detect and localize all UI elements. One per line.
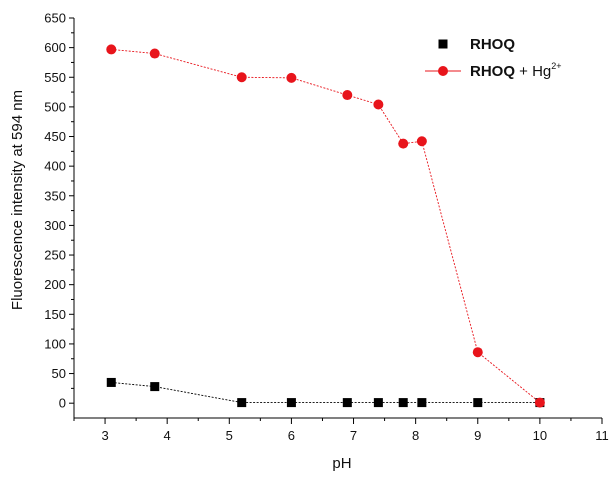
series-2 [106, 44, 545, 408]
data-point [534, 397, 545, 408]
data-point [149, 48, 160, 59]
y-tick-label: 100 [44, 336, 66, 351]
y-tick-label: 450 [44, 129, 66, 144]
data-point [472, 347, 483, 358]
y-tick-label: 600 [44, 40, 66, 55]
data-point [373, 99, 384, 110]
y-tick-label: 0 [59, 396, 66, 411]
data-point [398, 398, 408, 408]
data-point [236, 72, 247, 83]
data-point [106, 44, 117, 55]
data-point [106, 377, 116, 387]
y-tick-label: 50 [52, 366, 66, 381]
y-tick-label: 650 [44, 11, 66, 26]
x-tick-label: 10 [533, 428, 547, 443]
y-tick-label: 150 [44, 307, 66, 322]
y-tick-label: 200 [44, 277, 66, 292]
y-tick-label: 250 [44, 248, 66, 263]
x-tick-label: 5 [226, 428, 233, 443]
y-tick-label: 500 [44, 99, 66, 114]
x-tick-label: 8 [412, 428, 419, 443]
legend-marker [438, 39, 448, 49]
x-tick-label: 4 [164, 428, 171, 443]
series-line [111, 48, 541, 403]
legend-label: RHOQ [470, 36, 515, 53]
data-point [342, 398, 352, 408]
data-point [373, 398, 383, 408]
legend-label: RHOQ + Hg2+ [470, 61, 562, 80]
y-tick-label: 400 [44, 159, 66, 174]
data-point [398, 138, 409, 149]
y-tick-label: 300 [44, 218, 66, 233]
data-point [416, 136, 427, 147]
data-point [342, 90, 353, 101]
legend: RHOQ RHOQ + Hg2+ [425, 36, 562, 80]
series-line [111, 381, 540, 404]
x-tick-label: 11 [595, 428, 609, 443]
series-1 [106, 377, 545, 408]
legend-entry-1: RHOQ [438, 36, 515, 53]
axes [73, 18, 602, 419]
data-point [150, 382, 160, 392]
legend-entry-2: RHOQ + Hg2+ [425, 61, 562, 80]
legend-marker [438, 66, 448, 76]
tick-marks [69, 17, 603, 424]
x-tick-label: 3 [101, 428, 108, 443]
series [106, 44, 545, 408]
x-tick-label: 6 [288, 428, 295, 443]
y-tick-label: 550 [44, 70, 66, 85]
y-tick-label: 350 [44, 188, 66, 203]
y-axis-title: Fluorescence intensity at 594 nm [9, 90, 26, 310]
data-point [286, 398, 296, 408]
x-axis-title: pH [332, 455, 351, 472]
data-point [286, 72, 297, 83]
x-tick-label: 9 [474, 428, 481, 443]
data-point [237, 398, 247, 408]
data-point [473, 398, 483, 408]
tick-labels: 0 50 100 150 200 250 300 350 400 450 500 550 600 650 3… [44, 11, 608, 444]
x-tick-label: 7 [350, 428, 357, 443]
data-point [417, 398, 427, 408]
